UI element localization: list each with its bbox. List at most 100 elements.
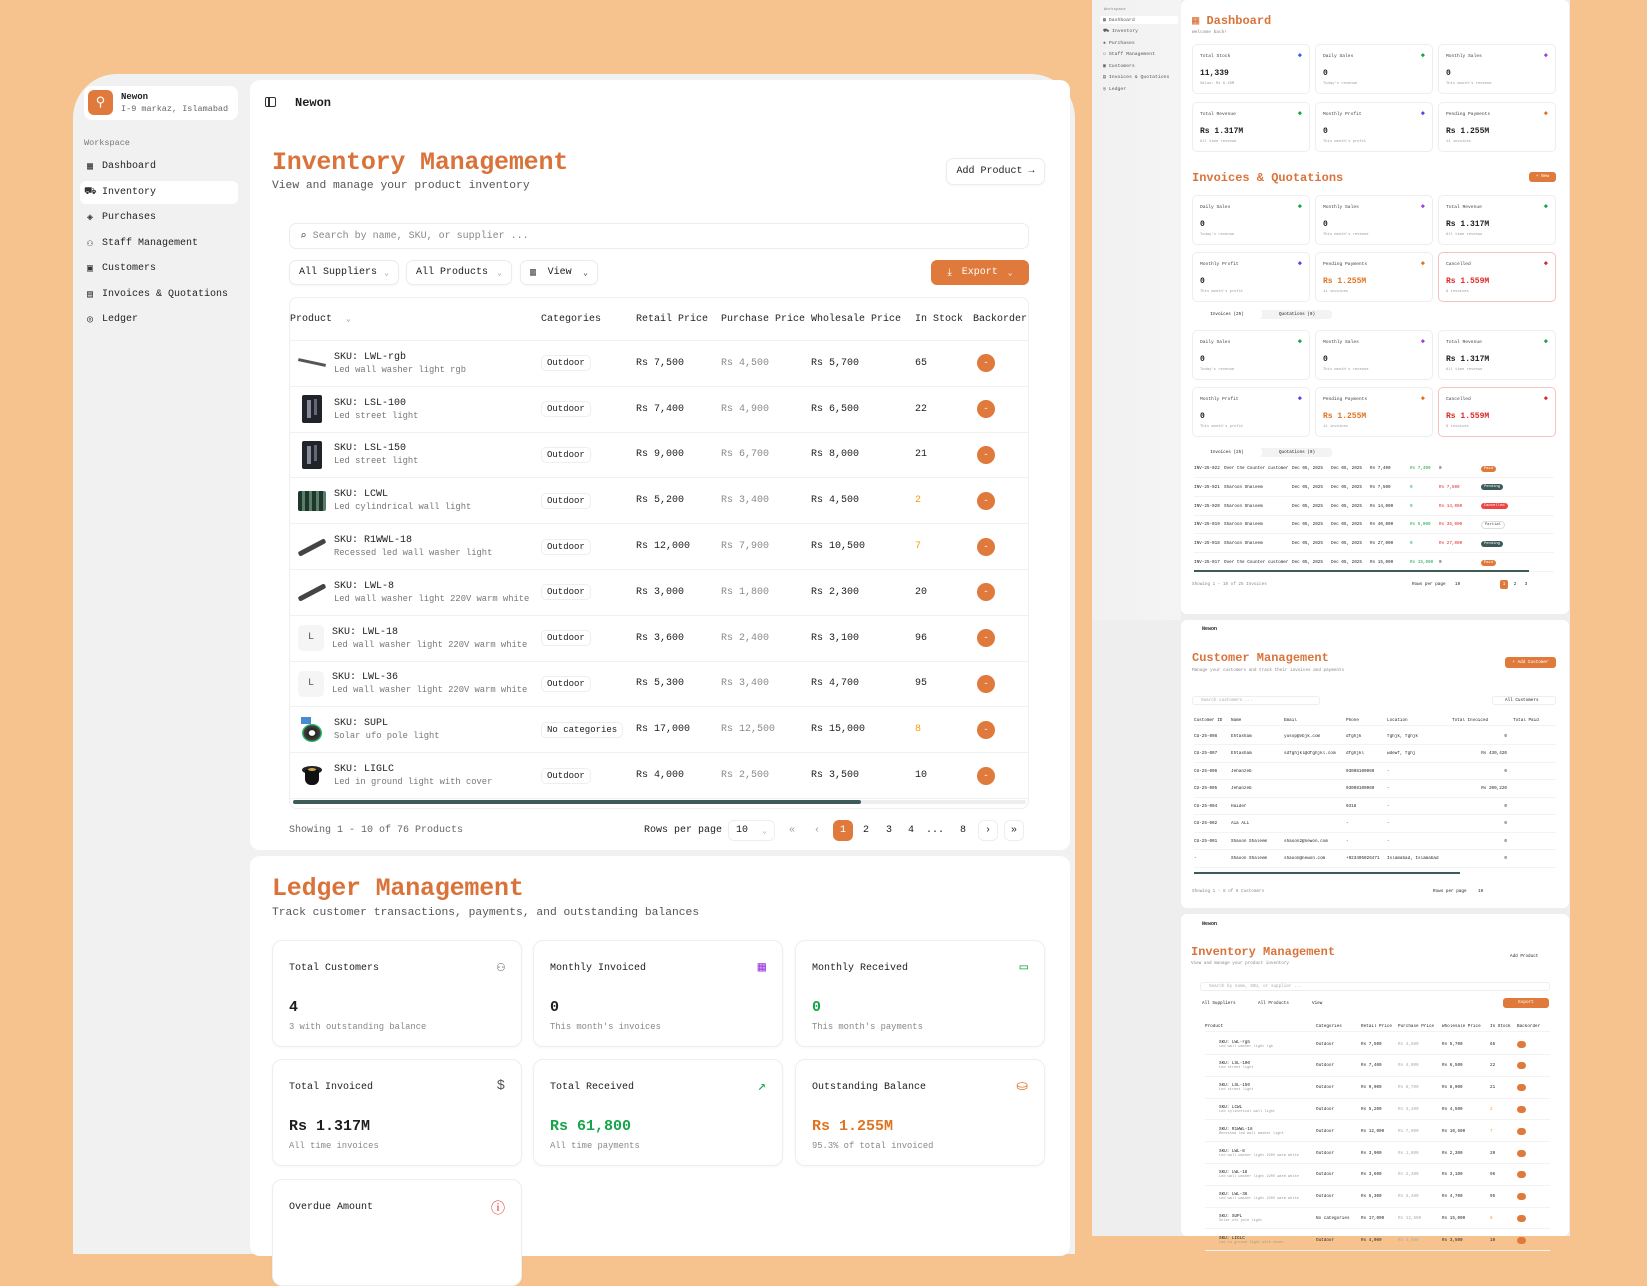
page-8-button[interactable]: 8 — [959, 825, 966, 836]
horizontal-scrollbar[interactable] — [293, 800, 1026, 804]
invoice-row[interactable]: INV-25-019 Sharoon Shaleem Dec 05, 2025 Dec… — [1194, 516, 1554, 535]
backorder-toggle[interactable]: - — [977, 400, 995, 419]
backorder-toggle[interactable] — [1517, 1084, 1526, 1092]
table-row[interactable]: SKU: LCWL Led cylindrical wall light Outdo… — [290, 478, 1028, 525]
search-input[interactable]: ⌕ Search by name, SKU, or supplier ... — [289, 223, 1029, 249]
table-row[interactable]: SKU: R1WWL-18 Recessed led wall washer li… — [290, 524, 1028, 570]
preview-inventory-row[interactable]: SKU: LWL-rgb Led wall washer light rgb Out… — [1205, 1034, 1550, 1055]
preview-inventory-row[interactable]: SKU: LCWL Led cylindrical wall light Outdo… — [1205, 1099, 1550, 1121]
sidebar-item-inventory[interactable]: ⛟ Inventory — [80, 181, 238, 204]
backorder-toggle[interactable]: - — [977, 491, 995, 510]
preview-inventory-row[interactable]: SKU: SUPL Solar ufo pole light No categori… — [1205, 1208, 1550, 1230]
sidebar-item-customers[interactable]: ▣ Customers — [80, 257, 238, 280]
preview-sidebar-item[interactable]: ⚇ Staff Management — [1100, 51, 1178, 59]
suppliers-filter[interactable]: All Suppliers ⌄ — [289, 260, 399, 285]
backorder-toggle[interactable]: - — [977, 354, 995, 373]
backorder-toggle[interactable]: - — [977, 629, 995, 648]
sidebar-item-purchases[interactable]: ◈ Purchases — [80, 206, 238, 229]
preview-customer-row[interactable]: CU-25-001 Shaoon Shaleem shaoon2@newon.com… — [1194, 833, 1556, 850]
sidebar-item-invoices-quotations[interactable]: ▤ Invoices & Quotations — [80, 283, 238, 306]
backorder-toggle[interactable] — [1517, 1105, 1526, 1113]
preview-export-button[interactable]: Export — [1503, 998, 1549, 1008]
preview-inventory-row[interactable]: SKU: LSL-100 Led street light Outdoor Rs 7,… — [1205, 1056, 1550, 1077]
preview-customer-row[interactable]: CU-25-006 Jehanzeb 03008100069 - 0 — [1194, 763, 1556, 780]
table-row[interactable]: SKU: LSL-150 Led street light Outdoor Rs 9,… — [290, 433, 1028, 479]
preview-inventory-row[interactable]: SKU: LSL-150 Led street light Outdoor Rs 9,… — [1205, 1078, 1550, 1099]
preview-page-button[interactable]: 1 — [1500, 580, 1508, 589]
backorder-toggle[interactable] — [1517, 1149, 1526, 1157]
column-header-product[interactable]: Product ⌄ — [290, 314, 531, 325]
table-row[interactable]: L SKU: LWL-36 Led wall washer light 220V w… — [290, 662, 1028, 708]
backorder-toggle[interactable] — [1517, 1214, 1526, 1222]
table-row[interactable]: L SKU: LWL-18 Led wall washer light 220V w… — [290, 616, 1028, 662]
backorder-toggle[interactable]: - — [977, 583, 995, 602]
table-row[interactable]: SKU: SUPL Solar ufo pole light No categori… — [290, 707, 1028, 754]
backorder-toggle[interactable]: - — [977, 537, 995, 556]
preview-sidebar-item[interactable]: ▣ Customers — [1100, 62, 1178, 70]
rows-per-page-select[interactable]: 10 ⌄ — [728, 820, 775, 841]
backorder-toggle[interactable]: - — [977, 445, 995, 464]
preview-sidebar-item[interactable]: ▦ Dashboard — [1100, 16, 1178, 24]
preview-sidebar-item[interactable]: ▤ Invoices & Quotations — [1100, 74, 1178, 82]
chevron-down-icon[interactable]: ⌄ — [346, 314, 351, 324]
preview-inventory-row[interactable]: SKU: LIGLC Led in ground light with cover… — [1205, 1230, 1550, 1252]
sidebar-item-ledger[interactable]: ◎ Ledger — [80, 308, 238, 331]
invoice-row[interactable]: INV-25-018 Sharoon Shaleem Dec 05, 2025 Dec… — [1194, 535, 1554, 554]
page-1-button[interactable]: 1 — [833, 820, 853, 841]
products-filter[interactable]: All Products ⌄ — [406, 260, 512, 285]
preview-filter-suppliers[interactable]: All Suppliers — [1202, 1001, 1236, 1006]
preview-tab[interactable]: Quotations (0) — [1278, 312, 1316, 317]
backorder-toggle[interactable]: - — [977, 674, 995, 693]
preview-search[interactable]: Search by name, SKU, or supplier ... — [1200, 982, 1550, 991]
next-page-button[interactable]: › — [978, 820, 998, 841]
invoice-row[interactable]: INV-25-020 Sharoon Shaleem Dec 05, 2025 Dec… — [1194, 498, 1554, 516]
preview-add-customer-button[interactable]: + Add Customer — [1505, 657, 1556, 668]
preview-tab[interactable]: Quotations (0) — [1278, 450, 1316, 455]
preview-customer-row[interactable]: CU-25-005 Jehanzeb 03008100069 - Rs 200,220 — [1194, 781, 1556, 798]
sidebar-item-dashboard[interactable]: ▦ Dashboard — [80, 155, 238, 178]
table-row[interactable]: SKU: LSL-100 Led street light Outdoor Rs 7,… — [290, 387, 1028, 433]
page-2-button[interactable]: 2 — [862, 825, 869, 836]
first-page-button[interactable]: « — [788, 825, 795, 836]
preview-page-button[interactable]: 2 — [1513, 582, 1517, 587]
invoice-row[interactable]: INV-25-021 Sharoon Shaleem Dec 05, 2025 Dec… — [1194, 479, 1554, 497]
preview-customer-search[interactable]: Search customers ... — [1192, 696, 1320, 705]
invoice-row[interactable]: INV-25-022 Over the Counter customer Dec 0… — [1194, 460, 1554, 478]
preview-sidebar-item[interactable]: ◈ Purchases — [1100, 39, 1178, 47]
preview-inventory-row[interactable]: SKU: LWL-8 Led wall washer light 220V war… — [1205, 1143, 1550, 1164]
backorder-toggle[interactable] — [1517, 1062, 1526, 1070]
page-3-button[interactable]: 3 — [885, 825, 892, 836]
backorder-toggle[interactable] — [1517, 1171, 1526, 1179]
preview-filter-view[interactable]: View — [1312, 1001, 1323, 1006]
preview-customer-row[interactable]: - Shaoon Shaleem shaoon@newon.com +92340502… — [1194, 851, 1556, 868]
preview-inventory-row[interactable]: SKU: LWL-36 Led wall washer light 220V wa… — [1205, 1187, 1550, 1208]
table-row[interactable]: SKU: LWL-rgb Led wall washer light rgb Out… — [290, 341, 1028, 387]
add-product-button[interactable]: Add Product → — [946, 158, 1045, 185]
preview-sidebar-item[interactable]: ⛟ Inventory — [1100, 28, 1178, 36]
preview-customer-row[interactable]: CU-25-004 Haider 0318 - 0 — [1194, 798, 1556, 815]
preview-new-button[interactable]: + New — [1529, 172, 1556, 182]
preview-customer-row[interactable]: CU-25-007 Ehtasham sdfghjkl@dfghjkl.com dfg… — [1194, 746, 1556, 763]
export-button[interactable]: ⤓ Export ⌄ — [931, 260, 1029, 285]
scrollbar-thumb[interactable] — [293, 800, 861, 804]
last-page-button[interactable]: » — [1004, 820, 1024, 841]
preview-inventory-row[interactable]: SKU: R1WWL-18 Recessed led wall washer li… — [1205, 1121, 1550, 1143]
brand-card[interactable]: ⚲ Newon I-9 markaz, Islamabad — [84, 86, 238, 120]
page-4-button[interactable]: 4 — [907, 825, 914, 836]
backorder-toggle[interactable]: - — [977, 766, 995, 785]
preview-scrollbar[interactable] — [1194, 872, 1460, 874]
backorder-toggle[interactable] — [1517, 1127, 1526, 1135]
prev-page-button[interactable]: ‹ — [813, 825, 820, 836]
preview-customer-row[interactable]: CU-25-008 Ehtasham yusop@vbjk.com dfghjk fgh… — [1194, 728, 1556, 745]
preview-customer-row[interactable]: CU-25-002 Aia ALi - - 0 — [1194, 816, 1556, 833]
preview-tab[interactable]: Invoices (25) — [1192, 310, 1262, 319]
preview-tab[interactable]: Invoices (25) — [1192, 448, 1262, 457]
backorder-toggle[interactable] — [1517, 1193, 1526, 1201]
preview-sidebar-item[interactable]: ◎ Ledger — [1100, 85, 1178, 93]
preview-scrollbar[interactable] — [1194, 570, 1529, 572]
view-options-button[interactable]: ▥ View ⌄ — [520, 260, 598, 285]
preview-page-button[interactable]: 3 — [1524, 582, 1528, 587]
preview-add-product-button[interactable]: Add Product — [1510, 954, 1539, 959]
table-row[interactable]: SKU: LIGLC Led in ground light with cover… — [290, 753, 1028, 799]
backorder-toggle[interactable] — [1517, 1236, 1526, 1244]
